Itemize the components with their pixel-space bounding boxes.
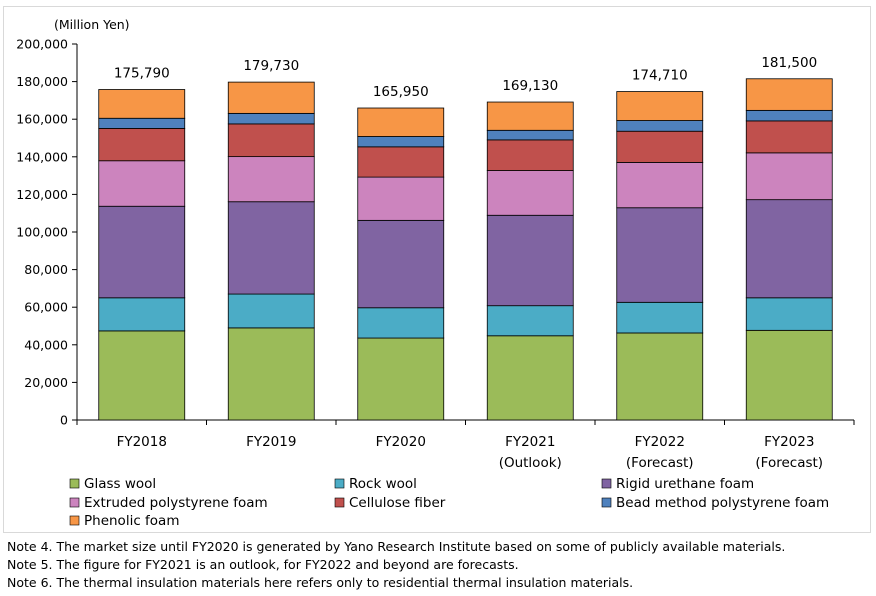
bar-segment-bead-method-polystyrene-foam bbox=[357, 136, 445, 148]
bar-segment-phenolic-foam bbox=[357, 107, 445, 137]
bar-segment-rigid-urethane-foam bbox=[486, 214, 574, 307]
notes: Note 4. The market size until FY2020 is … bbox=[7, 538, 785, 592]
legend-swatch bbox=[69, 478, 80, 489]
x-category-label: FY2018 bbox=[117, 434, 167, 450]
bar-segment-rock-wool bbox=[486, 305, 574, 337]
bar-segment-phenolic-foam bbox=[745, 78, 833, 111]
unit-label: (Million Yen) bbox=[54, 17, 130, 32]
bar-segment-phenolic-foam bbox=[98, 89, 186, 119]
x-category-label: FY2019 bbox=[246, 434, 296, 450]
x-category-label: FY2023 bbox=[764, 434, 814, 450]
bar-segment-glass-wool bbox=[616, 332, 704, 421]
x-category-label: (Forecast) bbox=[755, 455, 823, 471]
bar-segment-glass-wool bbox=[745, 329, 833, 421]
bar-segment-rigid-urethane-foam bbox=[227, 201, 315, 295]
y-tick-label: 160,000 bbox=[16, 112, 68, 127]
bar-segment-extruded-polystyrene-foam bbox=[227, 156, 315, 203]
chart-frame: (Million Yen) 0 20,000 40,000 60,000 80,000 10… bbox=[3, 6, 871, 533]
total-label: 179,730 bbox=[243, 58, 299, 74]
bar-segment-extruded-polystyrene-foam bbox=[98, 160, 186, 207]
bar-segment-cellulose-fiber bbox=[98, 128, 186, 162]
y-tick-label: 140,000 bbox=[16, 149, 68, 164]
bar-segment-extruded-polystyrene-foam bbox=[616, 162, 704, 209]
bar-segment-cellulose-fiber bbox=[616, 130, 704, 163]
bar-segment-glass-wool bbox=[227, 327, 315, 421]
total-label: 174,710 bbox=[632, 68, 688, 84]
y-tick-label: 60,000 bbox=[24, 300, 68, 315]
bar-segment-phenolic-foam bbox=[616, 91, 704, 121]
bar-segment-bead-method-polystyrene-foam bbox=[227, 112, 315, 125]
x-category-label: (Forecast) bbox=[626, 455, 694, 471]
legend-label: Bead method polystyrene foam bbox=[616, 495, 829, 511]
stacked-bar-chart: (Million Yen) 0 20,000 40,000 60,000 80,000 10… bbox=[16, 17, 855, 529]
bar-segment-cellulose-fiber bbox=[486, 139, 574, 171]
legend-swatch bbox=[601, 497, 612, 508]
bar-segment-rigid-urethane-foam bbox=[745, 199, 833, 299]
total-label: 169,130 bbox=[502, 78, 558, 94]
bar-segment-cellulose-fiber bbox=[227, 123, 315, 158]
legend-label: Glass wool bbox=[84, 476, 156, 492]
bar-segment-rock-wool bbox=[616, 301, 704, 334]
bar-segment-bead-method-polystyrene-foam bbox=[616, 120, 704, 132]
y-tick-label: 100,000 bbox=[16, 225, 68, 240]
bar-segment-glass-wool bbox=[357, 337, 445, 421]
note-4: Note 4. The market size until FY2020 is … bbox=[7, 539, 786, 554]
bar-segment-rigid-urethane-foam bbox=[357, 219, 445, 309]
total-label: 175,790 bbox=[114, 66, 170, 82]
bar-segment-extruded-polystyrene-foam bbox=[745, 152, 833, 201]
x-category-label: FY2022 bbox=[635, 434, 685, 450]
total-label: 181,500 bbox=[761, 55, 817, 71]
bar-segment-phenolic-foam bbox=[486, 101, 574, 131]
y-tick-label: 0 bbox=[60, 413, 68, 428]
legend-swatch bbox=[601, 478, 612, 489]
bar-segment-cellulose-fiber bbox=[745, 120, 833, 154]
legend-label: Phenolic foam bbox=[84, 513, 179, 529]
bar-segment-glass-wool bbox=[98, 330, 186, 421]
bar-segment-bead-method-polystyrene-foam bbox=[486, 129, 574, 141]
x-category-label: FY2020 bbox=[376, 434, 426, 450]
bar-segment-rigid-urethane-foam bbox=[616, 207, 704, 303]
legend-label: Cellulose fiber bbox=[349, 495, 446, 511]
y-tick-label: 200,000 bbox=[16, 37, 68, 52]
y-tick-label: 20,000 bbox=[24, 375, 68, 390]
bar-segment-bead-method-polystyrene-foam bbox=[98, 117, 186, 129]
legend-label: Rigid urethane foam bbox=[616, 476, 754, 492]
legend-label: Rock wool bbox=[349, 476, 417, 492]
legend-swatch bbox=[334, 478, 345, 489]
note-5: Note 5. The figure for FY2021 is an outl… bbox=[7, 557, 519, 572]
bar-segment-extruded-polystyrene-foam bbox=[357, 176, 445, 221]
bar-segment-rock-wool bbox=[357, 307, 445, 339]
bar-segment-rock-wool bbox=[745, 297, 833, 331]
legend-swatch bbox=[69, 497, 80, 508]
y-tick-label: 40,000 bbox=[24, 337, 68, 352]
bar-segment-bead-method-polystyrene-foam bbox=[745, 109, 833, 122]
bar-segment-rock-wool bbox=[227, 293, 315, 329]
bar-segment-cellulose-fiber bbox=[357, 146, 445, 178]
total-label: 165,950 bbox=[373, 84, 429, 100]
legend-label: Extruded polystyrene foam bbox=[84, 495, 268, 511]
x-category-label: (Outlook) bbox=[499, 455, 562, 471]
y-tick-label: 120,000 bbox=[16, 187, 68, 202]
bar-segment-extruded-polystyrene-foam bbox=[486, 170, 574, 216]
bar-segment-phenolic-foam bbox=[227, 81, 315, 114]
note-6: Note 6. The thermal insulation materials… bbox=[7, 575, 634, 590]
legend-swatch bbox=[334, 497, 345, 508]
bar-segment-rock-wool bbox=[98, 297, 186, 332]
y-tick-label: 80,000 bbox=[24, 262, 68, 277]
x-category-label: FY2021 bbox=[505, 434, 555, 450]
legend-swatch bbox=[69, 515, 80, 526]
y-tick-label: 180,000 bbox=[16, 74, 68, 89]
bar-segment-rigid-urethane-foam bbox=[98, 205, 186, 299]
bar-segment-glass-wool bbox=[486, 335, 574, 421]
